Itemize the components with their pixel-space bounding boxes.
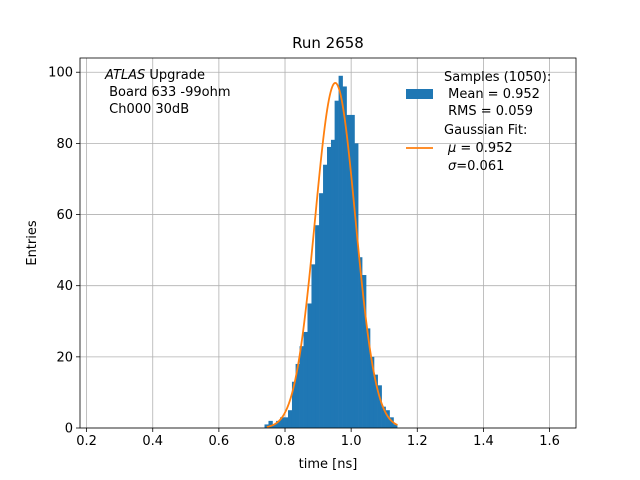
- histogram-bar: [268, 420, 273, 428]
- x-tick-label: 0.2: [76, 434, 97, 449]
- histogram-bar: [327, 146, 332, 428]
- axis-ticks: 0.2 0.4 0.6 0.8 1.0 1.2 1.4 1.6 0 20 40 60 80 100: [48, 66, 560, 449]
- legend-fit-sigma: σ=0.061: [448, 159, 504, 174]
- y-tick-label: 40: [56, 279, 73, 294]
- gaussian-fit-curve: [266, 81, 398, 428]
- histogram-bar: [393, 424, 398, 428]
- histogram-bar: [272, 424, 277, 428]
- annotation-line-2: Board 633 -99ohm: [105, 85, 231, 100]
- y-tick-label: 80: [56, 137, 73, 152]
- histogram-bar: [373, 374, 378, 428]
- legend-samples-label: Samples (1050):: [444, 70, 551, 85]
- x-tick-label: 0.8: [275, 434, 296, 449]
- annotation-upgrade: Upgrade: [145, 68, 205, 83]
- histogram-bar: [280, 417, 285, 428]
- histogram-bar: [342, 86, 347, 428]
- plot-frame: [79, 57, 577, 429]
- histogram-bar: [291, 381, 297, 428]
- histogram-bar: [338, 75, 343, 429]
- histogram-bar: [299, 346, 304, 428]
- annotation-line-3: Ch000 30dB: [105, 102, 189, 117]
- histogram-bar: [315, 225, 320, 428]
- histogram-bar: [369, 356, 375, 428]
- histogram-bars: [264, 75, 398, 429]
- histogram-bar: [350, 114, 355, 428]
- histogram-bar: [311, 264, 316, 428]
- histogram-bar: [334, 100, 339, 428]
- histogram-bar: [385, 410, 390, 428]
- y-axis-label: Entries: [25, 220, 40, 266]
- histogram-bar: [303, 331, 308, 428]
- histogram-bar: [377, 385, 382, 428]
- histogram-bar: [389, 417, 394, 428]
- y-tick-label: 100: [48, 66, 73, 81]
- histogram-bar: [284, 417, 289, 428]
- histogram-bar: [354, 143, 359, 428]
- x-tick-label: 1.2: [407, 434, 428, 449]
- annotation-line-1: ATLAS Upgrade: [104, 68, 205, 83]
- legend-samples-rms: RMS = 0.059: [444, 104, 533, 119]
- x-tick-label: 0.4: [142, 434, 163, 449]
- chart-title: Run 2658: [292, 34, 364, 52]
- histogram-bar: [346, 114, 351, 428]
- legend-samples-mean: Mean = 0.952: [444, 87, 540, 102]
- histogram-bar: [330, 139, 336, 429]
- legend-fit-label: Gaussian Fit:: [444, 123, 527, 138]
- x-tick-label: 0.6: [209, 434, 230, 449]
- x-tick-label: 1.6: [539, 434, 560, 449]
- histogram-bar: [362, 275, 367, 428]
- histogram-bar: [287, 410, 293, 428]
- histogram-bar: [276, 420, 281, 428]
- atlas-annotation: ATLAS Upgrade Board 633 -99ohm Ch000 30d…: [104, 68, 231, 117]
- histogram-bar: [381, 406, 386, 428]
- y-tick-label: 20: [56, 350, 73, 365]
- histogram-bar: [295, 363, 300, 428]
- legend-samples-swatch: [406, 89, 433, 99]
- x-tick-label: 1.4: [473, 434, 494, 449]
- histogram-bar: [366, 328, 371, 428]
- x-tick-label: 1.0: [341, 434, 362, 449]
- histogram-bar: [264, 424, 269, 428]
- y-tick-label: 60: [56, 208, 73, 223]
- histogram-bar: [307, 303, 312, 428]
- histogram-bar: [358, 257, 363, 428]
- y-tick-label: 0: [65, 422, 73, 437]
- x-axis-label: time [ns]: [299, 457, 358, 472]
- annotation-experiment: ATLAS: [104, 68, 145, 83]
- legend: Samples (1050): Mean = 0.952 RMS = 0.059…: [406, 70, 551, 174]
- legend-fit-mu: μ = 0.952: [447, 141, 513, 156]
- histogram-bar: [323, 164, 328, 428]
- gaussian-fit: [266, 81, 398, 428]
- histogram-bar: [319, 193, 324, 428]
